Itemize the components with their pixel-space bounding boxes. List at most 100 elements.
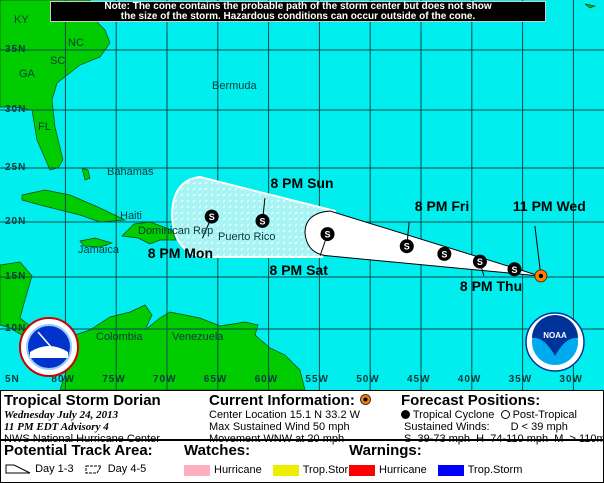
watches-title: Watches:	[184, 442, 251, 459]
place-ky: KY	[14, 14, 29, 26]
place-fl: FL	[38, 121, 51, 133]
svg-text:S: S	[259, 216, 265, 226]
land-cuba	[21, 189, 127, 223]
lon-label: 75W	[102, 374, 126, 385]
lon-label: 35W	[508, 374, 533, 385]
forecast-point-marker: S	[204, 209, 219, 224]
lat-label: 35N	[5, 44, 27, 55]
place-bermuda: Bermuda	[212, 80, 257, 92]
land-south-america	[44, 304, 306, 390]
storm-name: Tropical Storm Dorian	[4, 392, 161, 409]
current-info-title: Current Information:	[209, 392, 355, 409]
watch-hurricane-swatch	[184, 464, 210, 476]
land-hispaniola	[121, 221, 177, 245]
note-line-1: Note: The cone contains the probable pat…	[104, 1, 492, 12]
warn-ts-label: Trop.Storm	[467, 464, 523, 476]
svg-text:S: S	[477, 257, 483, 267]
lon-label: 80W	[51, 374, 75, 385]
place-haiti: Haiti	[120, 210, 143, 222]
forecast-time-label: 8 PM Fri	[414, 198, 470, 215]
svg-text:S: S	[209, 212, 215, 222]
lon-label: 40W	[457, 374, 482, 385]
place-sc: SC	[50, 55, 66, 67]
forecast-time-label: 8 PM Mon	[147, 244, 214, 261]
warnings-title: Warnings:	[349, 442, 422, 459]
land	[0, 0, 597, 390]
place-dominican-rep: Dominican Rep	[138, 225, 214, 237]
forecast-track: S S S S S S S	[202, 198, 548, 283]
lat-label: 30N	[5, 104, 27, 115]
center-location: Center Location 15.1 N 33.2 W	[209, 409, 361, 421]
advisory-number: 11 PM EDT Advisory 4	[4, 421, 109, 433]
cone-day-1-3	[304, 210, 541, 277]
land-jamaica	[79, 237, 114, 248]
tropical-cyclone-icon	[401, 410, 410, 419]
legend-info-row: Tropical Storm Dorian Wednesday July 24,…	[1, 391, 604, 445]
label-leader	[534, 225, 542, 276]
forecast-point-marker: S	[472, 254, 487, 269]
shm-scale: S 39-73 mph H 74-110 mph M > 110mph	[404, 433, 604, 445]
legend-panel: Tropical Storm Dorian Wednesday July 24,…	[0, 390, 604, 483]
warn-ts-swatch	[437, 464, 464, 476]
warn-hurricane-label: Hurricane	[379, 464, 427, 476]
day45-cone-icon	[85, 465, 102, 474]
tropical-cyclone-label: Tropical Cyclone	[412, 409, 495, 421]
svg-text:S: S	[404, 242, 410, 252]
track-area-title: Potential Track Area:	[4, 442, 153, 459]
forecast-point-marker: S	[320, 227, 335, 242]
place-jamaica: Jamaica	[78, 244, 119, 256]
forecast-time-label: 8 PM Thu	[459, 277, 523, 294]
movement: Movement WNW at 20 mph	[209, 433, 345, 445]
lon-label: 50W	[356, 374, 380, 385]
svg-text:S: S	[325, 230, 331, 240]
lon-label: 30W	[559, 374, 583, 385]
warn-hurricane-swatch	[349, 464, 375, 476]
max-wind: Max Sustained Wind 50 mph	[209, 421, 350, 433]
day13-label: Day 1-3	[35, 463, 74, 475]
lon-label: 55W	[305, 374, 329, 385]
advisory-date: Wednesday July 24, 2013	[4, 409, 119, 421]
forecast-point-marker: S	[507, 262, 522, 277]
day13-cone-icon	[5, 464, 31, 474]
lon-label: 45W	[407, 374, 431, 385]
place-bahamas: Bahamas	[107, 166, 154, 178]
lon-label: 70W	[153, 374, 177, 385]
current-time-label: 11 PM Wed	[512, 197, 586, 214]
land-bahamas	[81, 167, 91, 181]
post-tropical-icon	[500, 410, 510, 419]
place-nc: NC	[68, 37, 84, 49]
lon-label: 65W	[203, 374, 228, 385]
lat-label: 20N	[5, 216, 27, 227]
current-position-icon	[360, 394, 371, 405]
forecast-point-marker: S	[437, 246, 452, 261]
place-ga: GA	[19, 68, 35, 80]
lat-label: 10N	[5, 323, 27, 334]
place-puerto-rico: Puerto Rico	[218, 231, 276, 243]
cone-day-4-5	[170, 175, 337, 258]
place-colombia: Colombia	[96, 331, 143, 343]
forecast-time-label: 8 PM Sun	[270, 174, 334, 191]
lat-label: 25N	[5, 162, 27, 173]
watch-hurricane-label: Hurricane	[214, 464, 262, 476]
agency: NWS National Hurricane Center	[4, 433, 160, 445]
day45-label: Day 4-5	[107, 463, 147, 475]
sustained-winds-label: Sustained Winds:	[404, 421, 490, 433]
lon-label: 60W	[254, 374, 279, 385]
forecast-map: S S S S S S S 35N 30N 25N 20N 15N 10N 5N 80W 75W 70W 65W…	[0, 0, 604, 390]
forecast-positions-title: Forecast Positions:	[401, 392, 541, 409]
place-venezuela: Venezuela	[172, 331, 224, 343]
svg-text:S: S	[511, 265, 517, 275]
cone-note: Note: The cone contains the probable pat…	[50, 1, 546, 22]
legend-key-row: Potential Track Area: Day 1-3 Day 4-5 Wa…	[1, 441, 603, 482]
forecast-point-marker: S	[399, 239, 414, 254]
current-position-marker	[534, 269, 548, 283]
forecast-time-label: 8 PM Sat	[269, 262, 328, 279]
watch-ts-label: Trop.Storm	[302, 464, 358, 476]
land-top-right	[584, 3, 597, 9]
forecast-point-marker: S	[255, 213, 270, 228]
lat-label: 5N	[5, 374, 20, 385]
svg-text:S: S	[441, 249, 447, 259]
lat-label: 15N	[5, 271, 27, 282]
map-canvas: S S S S S S S	[0, 0, 604, 390]
note-line-2: the size of the storm. Hazardous conditi…	[120, 10, 476, 22]
